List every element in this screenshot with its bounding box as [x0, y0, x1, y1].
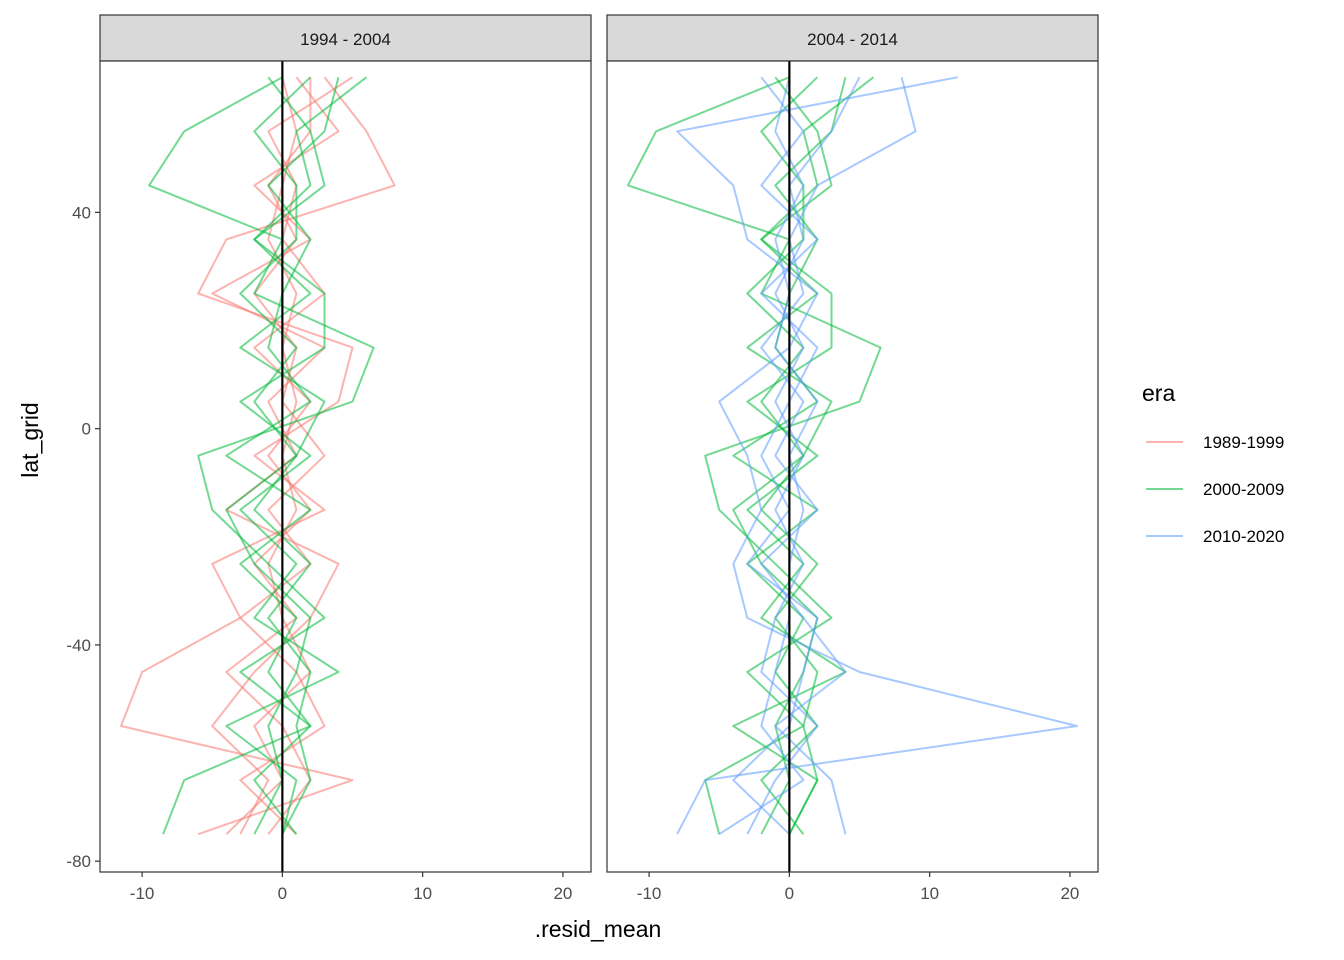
y-axis-title: lat_grid	[17, 402, 43, 477]
series-line	[225, 76, 326, 835]
x-axis-title: .resid_mean	[535, 916, 662, 942]
facet-panel: 1994 - 2004 -10 0 10 20 -80 -40 0 40	[66, 14, 592, 903]
x-tick-label: -10	[130, 884, 155, 903]
y-tick-label: -80	[66, 852, 91, 871]
legend-title: era	[1142, 380, 1175, 406]
legend-label: 2010-2020	[1203, 527, 1284, 546]
facet-panels: 1994 - 2004 -10 0 10 20 -80 -40 0 40 2004 - 2014 -…	[66, 14, 1099, 903]
legend-label: 2000-2009	[1203, 480, 1284, 499]
x-tick-label: 0	[278, 884, 287, 903]
panel-border	[606, 60, 1099, 873]
facet-strip	[99, 14, 592, 62]
plot-area	[607, 61, 1098, 872]
y-tick-label: 40	[72, 203, 91, 222]
facet-strip-label: 2004 - 2014	[807, 30, 898, 49]
series-line	[225, 76, 368, 835]
facet-strip	[606, 14, 1099, 62]
x-tick-label: 10	[920, 884, 939, 903]
series-line	[732, 76, 875, 835]
series-line	[676, 76, 1078, 835]
facet-strip-label: 1994 - 2004	[300, 30, 391, 49]
panel-border	[99, 60, 592, 873]
plot-area	[100, 61, 591, 872]
x-tick-label: 20	[1060, 884, 1079, 903]
legend-label: 1989-1999	[1203, 433, 1284, 452]
x-tick-label: 0	[785, 884, 794, 903]
facet-panel: 2004 - 2014 -10 0 10 20	[606, 14, 1099, 903]
x-tick-label: -10	[637, 884, 662, 903]
y-tick-label: -40	[66, 636, 91, 655]
series-line	[732, 76, 819, 835]
y-tick-label: 0	[82, 420, 91, 439]
legend: era 1989-1999 2000-2009 2010-2020	[1142, 380, 1284, 546]
series-line	[148, 76, 375, 835]
x-tick-label: 10	[413, 884, 432, 903]
x-tick-label: 20	[553, 884, 572, 903]
series-line	[120, 76, 396, 836]
